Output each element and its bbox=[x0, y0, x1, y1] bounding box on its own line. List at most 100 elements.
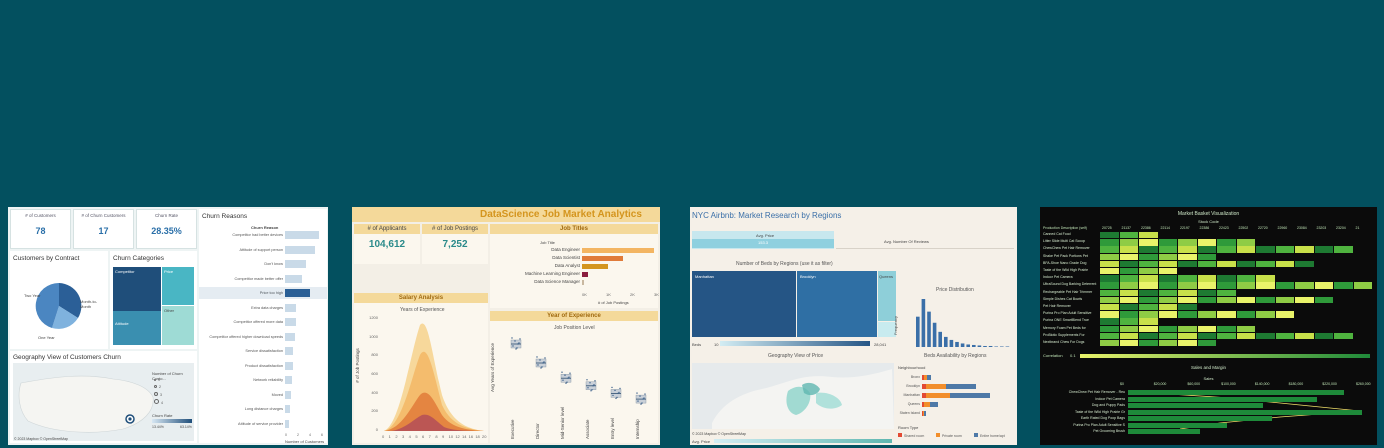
churn-reason-bar[interactable] bbox=[285, 303, 297, 312]
nyc-price-map[interactable] bbox=[692, 363, 894, 429]
heatmap-cell[interactable] bbox=[1119, 318, 1138, 325]
availability-bar[interactable] bbox=[923, 411, 924, 416]
availability-bar[interactable] bbox=[930, 402, 938, 407]
treemap-attitude[interactable]: Attitude bbox=[113, 311, 161, 345]
heatmap-cell[interactable] bbox=[1139, 282, 1158, 289]
churn-reason-bar[interactable] bbox=[285, 289, 310, 297]
heatmap-cell[interactable] bbox=[1158, 304, 1177, 311]
churn-reason-bar[interactable] bbox=[285, 274, 303, 283]
churn-reason-bar[interactable] bbox=[285, 332, 295, 341]
treemap-brooklyn[interactable]: Brooklyn bbox=[797, 271, 877, 337]
sales-bar[interactable] bbox=[1128, 422, 1227, 428]
heatmap-cell[interactable] bbox=[1236, 325, 1255, 332]
availability-bar[interactable] bbox=[922, 384, 926, 389]
heatmap-cell[interactable] bbox=[1236, 239, 1255, 246]
heatmap-cell[interactable] bbox=[1158, 289, 1177, 296]
heatmap-cell[interactable] bbox=[1139, 232, 1158, 239]
heatmap-cell[interactable] bbox=[1158, 296, 1177, 304]
heatmap-cell[interactable] bbox=[1217, 282, 1236, 289]
sales-bar[interactable] bbox=[1128, 390, 1344, 395]
heatmap-cell[interactable] bbox=[1100, 275, 1119, 282]
heatmap-cell[interactable] bbox=[1197, 246, 1216, 253]
heatmap-cell[interactable] bbox=[1139, 246, 1158, 253]
heatmap-cell[interactable] bbox=[1217, 246, 1236, 253]
job-title-bar[interactable] bbox=[582, 279, 584, 285]
heatmap-cell[interactable] bbox=[1275, 282, 1294, 289]
availability-bar[interactable] bbox=[922, 411, 923, 416]
heatmap-cell[interactable] bbox=[1236, 332, 1255, 340]
market-basket-dashboard-thumbnail[interactable]: Market Basket Visualization Stock Code P… bbox=[1040, 207, 1377, 445]
heatmap-cell[interactable] bbox=[1334, 332, 1353, 340]
availability-bar[interactable] bbox=[927, 375, 931, 380]
customer-churn-dashboard-thumbnail[interactable]: # of Customers 78 # of Churn Customers 17 Ch… bbox=[8, 207, 328, 445]
job-market-dashboard-thumbnail[interactable]: DataScience Job Market Analytics Job Tit… bbox=[352, 207, 660, 445]
heatmap-cell[interactable] bbox=[1256, 311, 1275, 318]
churn-reason-bar[interactable] bbox=[285, 318, 296, 326]
heatmap-cell[interactable] bbox=[1139, 311, 1158, 318]
heatmap-cell[interactable] bbox=[1275, 296, 1294, 304]
heatmap-cell[interactable] bbox=[1256, 275, 1275, 282]
heatmap-cell[interactable] bbox=[1139, 239, 1158, 246]
heatmap-cell[interactable] bbox=[1256, 282, 1275, 289]
heatmap-cell[interactable] bbox=[1217, 311, 1236, 318]
heatmap-cell[interactable] bbox=[1217, 289, 1236, 296]
heatmap-cell[interactable] bbox=[1100, 260, 1119, 268]
heatmap-cell[interactable] bbox=[1139, 304, 1158, 311]
heatmap-cell[interactable] bbox=[1139, 289, 1158, 296]
heatmap-cell[interactable] bbox=[1197, 260, 1216, 268]
treemap-price[interactable]: Price bbox=[162, 267, 194, 305]
heatmap-cell[interactable] bbox=[1295, 296, 1314, 304]
availability-bar[interactable] bbox=[924, 411, 926, 416]
sales-bar[interactable] bbox=[1128, 429, 1200, 434]
heatmap-cell[interactable] bbox=[1236, 260, 1255, 268]
heatmap-cell[interactable] bbox=[1100, 253, 1119, 260]
treemap-queens[interactable]: Queens bbox=[878, 271, 896, 321]
heatmap-cell[interactable] bbox=[1158, 268, 1177, 275]
churn-reason-bar[interactable] bbox=[285, 245, 316, 254]
churn-reason-bar[interactable] bbox=[285, 390, 291, 399]
heatmap-cell[interactable] bbox=[1100, 311, 1119, 318]
heatmap-cell[interactable] bbox=[1295, 260, 1314, 268]
heatmap-cell[interactable] bbox=[1100, 239, 1119, 246]
heatmap-cell[interactable] bbox=[1178, 296, 1197, 304]
heatmap-cell[interactable] bbox=[1119, 232, 1138, 239]
heatmap-cell[interactable] bbox=[1256, 296, 1275, 304]
availability-bar[interactable] bbox=[926, 384, 946, 389]
sales-bar[interactable] bbox=[1128, 396, 1317, 402]
heatmap-cell[interactable] bbox=[1139, 275, 1158, 282]
heatmap-cell[interactable] bbox=[1119, 311, 1138, 318]
job-title-bar[interactable] bbox=[582, 263, 609, 269]
heatmap-cell[interactable] bbox=[1197, 332, 1216, 340]
heatmap-cell[interactable] bbox=[1119, 282, 1138, 289]
heatmap-cell[interactable] bbox=[1100, 289, 1119, 296]
heatmap-cell[interactable] bbox=[1295, 332, 1314, 340]
heatmap-cell[interactable] bbox=[1236, 246, 1255, 253]
heatmap-cell[interactable] bbox=[1158, 332, 1177, 340]
heatmap-cell[interactable] bbox=[1236, 296, 1255, 304]
heatmap-cell[interactable] bbox=[1158, 325, 1177, 332]
heatmap-cell[interactable] bbox=[1139, 260, 1158, 268]
heatmap-cell[interactable] bbox=[1197, 282, 1216, 289]
heatmap-cell[interactable] bbox=[1178, 282, 1197, 289]
heatmap-cell[interactable] bbox=[1178, 289, 1197, 296]
heatmap-cell[interactable] bbox=[1100, 282, 1119, 289]
churn-reason-bar[interactable] bbox=[285, 405, 290, 413]
heatmap-cell[interactable] bbox=[1236, 311, 1255, 318]
treemap-other[interactable]: Other bbox=[162, 306, 194, 345]
availability-bar[interactable] bbox=[924, 375, 927, 380]
heatmap-cell[interactable] bbox=[1217, 260, 1236, 268]
heatmap-cell[interactable] bbox=[1197, 275, 1216, 282]
heatmap-cell[interactable] bbox=[1139, 318, 1158, 325]
heatmap-cell[interactable] bbox=[1353, 282, 1372, 289]
heatmap-cell[interactable] bbox=[1139, 325, 1158, 332]
availability-bar[interactable] bbox=[950, 393, 990, 398]
job-title-bar[interactable] bbox=[582, 255, 623, 261]
heatmap-cell[interactable] bbox=[1100, 304, 1119, 311]
churn-reason-bar[interactable] bbox=[285, 231, 320, 239]
heatmap-cell[interactable] bbox=[1139, 340, 1158, 347]
heatmap-cell[interactable] bbox=[1139, 268, 1158, 275]
treemap-manhattan[interactable]: Manhattan bbox=[692, 271, 796, 337]
heatmap-cell[interactable] bbox=[1158, 239, 1177, 246]
heatmap-cell[interactable] bbox=[1119, 275, 1138, 282]
heatmap-cell[interactable] bbox=[1158, 340, 1177, 347]
